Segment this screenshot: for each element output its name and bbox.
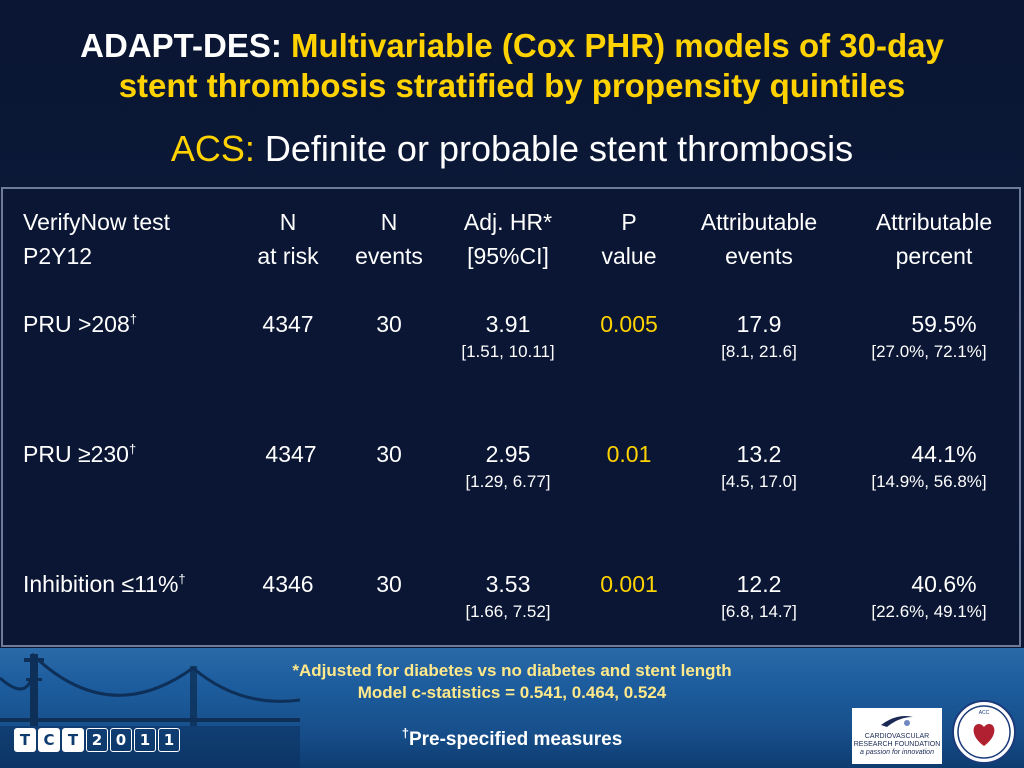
svg-text:ACC: ACC (979, 710, 990, 716)
row-hr-ci: [1.66, 7.52] (465, 602, 551, 621)
row-p-value: 0.01 (606, 441, 652, 467)
row-n-at-risk: 4347 (262, 311, 314, 337)
title-main-line1: Multivariable (Cox PHR) models of 30-day (291, 27, 944, 64)
acc-seal-logo: ACC (952, 700, 1016, 764)
row-attr-percent-ci: [22.6%, 49.1%] (871, 602, 987, 621)
row-attr-percent: 59.5% (911, 311, 977, 337)
slide-title: ADAPT-DES: Multivariable (Cox PHR) model… (0, 26, 1024, 106)
crf-tagline: a passion for innovation (860, 749, 934, 756)
row-attr-events-ci: [8.1, 21.6] (721, 342, 797, 361)
row-hr: 3.53 (485, 571, 531, 597)
header-adj-hr: Adj. HR* [95%CI] (463, 209, 553, 269)
header-test: VerifyNow test P2Y12 (23, 209, 170, 269)
header-attr-events: Attributable events (700, 209, 818, 269)
row-attr-percent-ci: [27.0%, 72.1%] (871, 342, 987, 361)
acc-heart-seal-icon: ACC (957, 705, 1011, 759)
row-n-at-risk: 4346 (262, 571, 314, 597)
row-hr-ci: [1.29, 6.77] (465, 472, 551, 491)
row-attr-percent-ci: [14.9%, 56.8%] (871, 472, 987, 491)
tct-letter: C (38, 728, 60, 752)
tct-2011-logo: T C T 2 0 1 1 (14, 728, 180, 752)
row-label: PRU >208† (23, 311, 137, 337)
row-attr-events: 13.2 (736, 441, 782, 467)
tct-digit: 2 (86, 728, 108, 752)
subtitle-text: Definite or probable stent thrombosis (254, 128, 854, 169)
tct-letter: T (62, 728, 84, 752)
tct-digit: 0 (110, 728, 132, 752)
row-attr-percent: 40.6% (911, 571, 977, 597)
footnote-prespecified: †Pre-specified measures (0, 725, 1024, 752)
tct-digit: 1 (158, 728, 180, 752)
slide-subtitle: ACS: Definite or probable stent thrombos… (0, 126, 1024, 172)
row-attr-percent: 44.1% (911, 441, 977, 467)
row-n-events: 30 (376, 311, 402, 337)
row-label: PRU ≥230† (23, 441, 137, 467)
crf-logo: CARDIOVASCULAR RESEARCH FOUNDATION a pas… (852, 708, 942, 764)
header-attr-percent: Attributable percent (875, 209, 993, 269)
footnote-prespecified-text: Pre-specified measures (408, 729, 623, 750)
row-hr: 2.95 (485, 441, 531, 467)
row-n-events: 30 (376, 441, 402, 467)
footnote-line1: *Adjusted for diabetes vs no diabetes an… (292, 661, 732, 680)
row-n-events: 30 (376, 571, 402, 597)
row-hr: 3.91 (485, 311, 531, 337)
row-attr-events-ci: [4.5, 17.0] (721, 472, 797, 491)
tct-digit: 1 (134, 728, 156, 752)
row-n-at-risk: 4347 (265, 441, 317, 467)
title-main-line2: stent thrombosis stratified by propensit… (118, 67, 906, 104)
footnote-line2: Model c-statistics = 0.541, 0.464, 0.524 (357, 683, 667, 702)
row-label: Inhibition ≤11%† (23, 571, 186, 597)
footnote-adjustment: *Adjusted for diabetes vs no diabetes an… (0, 660, 1024, 704)
title-prefix: ADAPT-DES: (80, 27, 292, 64)
crf-line1: CARDIOVASCULAR (864, 733, 930, 740)
row-hr-ci: [1.51, 10.11] (461, 342, 555, 361)
row-p-value: 0.005 (600, 311, 658, 337)
subtitle-label: ACS: (170, 128, 255, 169)
crf-line2: RESEARCH FOUNDATION (853, 741, 941, 748)
tct-letter: T (14, 728, 36, 752)
row-attr-events: 12.2 (736, 571, 782, 597)
crf-swoosh-icon (881, 716, 913, 727)
row-attr-events-ci: [6.8, 14.7] (721, 602, 797, 621)
row-attr-events: 17.9 (736, 311, 782, 337)
row-p-value: 0.001 (600, 571, 658, 597)
footnote-dagger: † (401, 725, 409, 741)
